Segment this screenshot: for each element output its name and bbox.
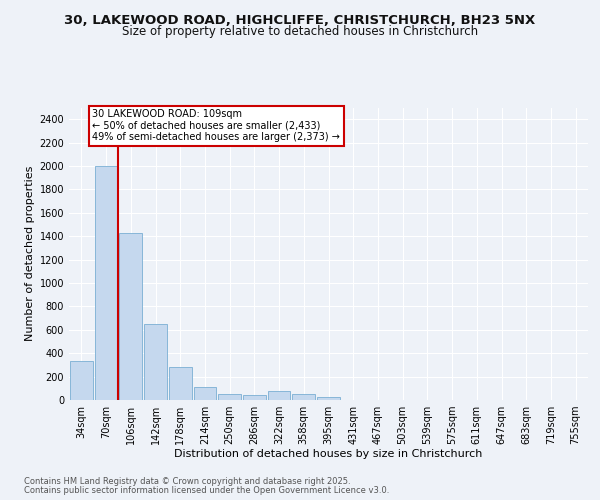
X-axis label: Distribution of detached houses by size in Christchurch: Distribution of detached houses by size …	[175, 448, 482, 458]
Bar	[268, 390, 290, 400]
Bar	[169, 367, 191, 400]
Text: 30 LAKEWOOD ROAD: 109sqm
← 50% of detached houses are smaller (2,433)
49% of sem: 30 LAKEWOOD ROAD: 109sqm ← 50% of detach…	[92, 109, 340, 142]
Bar	[292, 394, 315, 400]
Y-axis label: Number of detached properties: Number of detached properties	[25, 166, 35, 342]
Bar	[218, 394, 241, 400]
Bar	[317, 397, 340, 400]
Text: Size of property relative to detached houses in Christchurch: Size of property relative to detached ho…	[122, 25, 478, 38]
Bar	[194, 387, 216, 400]
Text: 30, LAKEWOOD ROAD, HIGHCLIFFE, CHRISTCHURCH, BH23 5NX: 30, LAKEWOOD ROAD, HIGHCLIFFE, CHRISTCHU…	[64, 14, 536, 27]
Bar	[70, 362, 93, 400]
Bar	[243, 394, 266, 400]
Text: Contains public sector information licensed under the Open Government Licence v3: Contains public sector information licen…	[24, 486, 389, 495]
Text: Contains HM Land Registry data © Crown copyright and database right 2025.: Contains HM Land Registry data © Crown c…	[24, 478, 350, 486]
Bar	[119, 232, 142, 400]
Bar	[95, 166, 118, 400]
Bar	[144, 324, 167, 400]
